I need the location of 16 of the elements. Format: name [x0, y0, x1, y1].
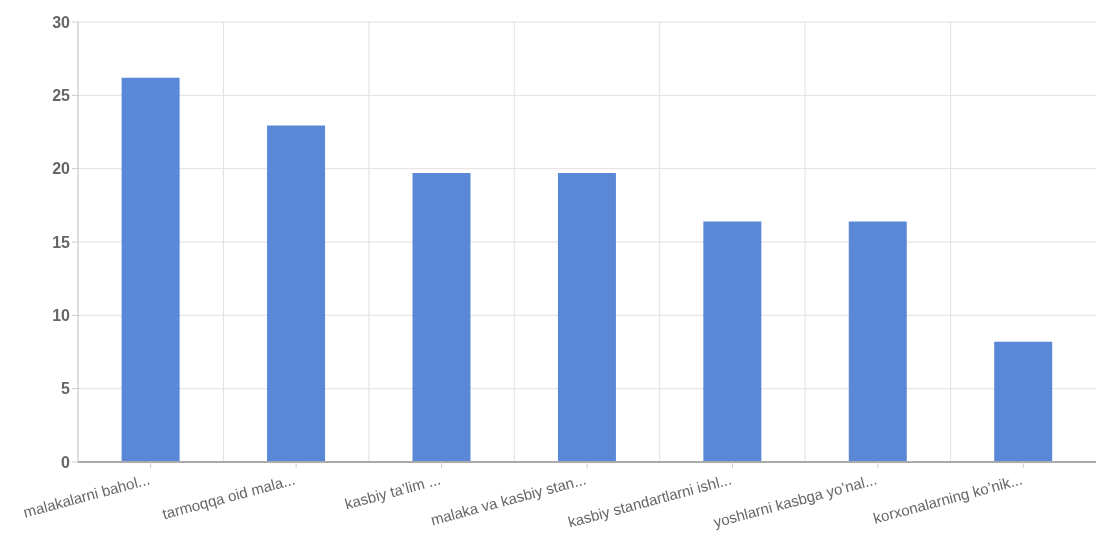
bar [121, 77, 180, 462]
x-tick-label: tarmoqqa oid mala... [160, 470, 297, 523]
y-tick-label: 5 [61, 380, 71, 398]
bar [703, 221, 762, 462]
bar [557, 173, 616, 462]
bar [267, 125, 326, 462]
bar [848, 221, 907, 462]
y-tick-label: 20 [52, 160, 71, 178]
bar [412, 173, 471, 462]
y-tick-label: 0 [61, 453, 71, 471]
x-tick-label: kasbiy ta’lim ... [342, 470, 443, 513]
y-tick-label: 30 [52, 13, 71, 31]
bar [994, 341, 1053, 462]
y-tick-label: 25 [52, 87, 71, 105]
y-tick-label: 10 [52, 307, 71, 325]
y-tick-label: 15 [52, 233, 71, 251]
